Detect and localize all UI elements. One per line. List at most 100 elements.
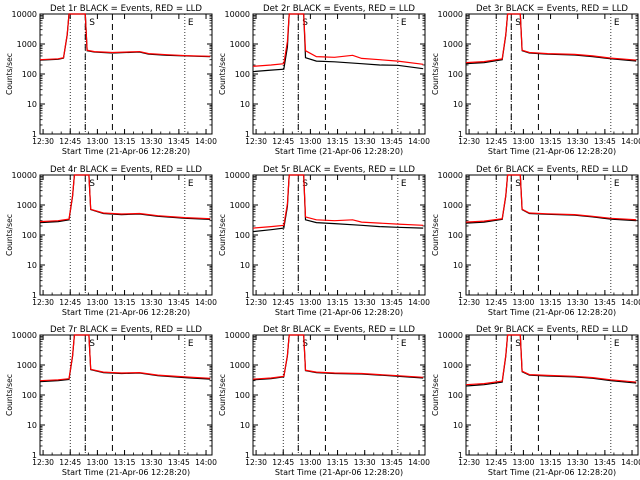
y-tick-label: 1000 [443, 40, 463, 49]
x-tick-label: 14:00 [195, 137, 217, 146]
y-tick-label: 100 [22, 231, 37, 240]
panel-title: Det 3r BLACK = Events, RED = LLD [476, 4, 628, 14]
y-tick-label: 1000 [230, 40, 250, 49]
start-marker: S [302, 18, 308, 28]
x-tick-label: 13:30 [141, 137, 163, 146]
x-tick-label: 13:00 [512, 298, 534, 307]
y-tick-label: 1000 [17, 361, 37, 370]
panel-title: Det 2r BLACK = Events, RED = LLD [263, 4, 415, 14]
events-series-line [252, 13, 424, 73]
events-series-line [252, 174, 424, 233]
detector-panel-4: 1 10 100 1000 10000 12:30 12:45 13:00 13:15 13:30… [5, 165, 217, 317]
y-tick-label: 10000 [12, 331, 37, 340]
panel-title: Det 6r BLACK = Events, RED = LLD [476, 165, 628, 175]
y-tick-label: 10000 [12, 10, 37, 19]
y-tick-label: 10 [27, 100, 37, 109]
x-tick-label: 13:00 [299, 137, 321, 146]
x-axis-label: Start Time (21-Apr-06 12:28:20) [488, 147, 616, 156]
x-tick-label: 13:30 [141, 298, 163, 307]
end-marker: E [614, 339, 620, 349]
plot-frame [465, 174, 639, 296]
x-tick-label: 12:30 [245, 137, 267, 146]
events-series-line [465, 334, 637, 387]
x-tick-label: 13:00 [512, 458, 534, 467]
panel-title: Det 4r BLACK = Events, RED = LLD [50, 165, 202, 175]
x-axis-label: Start Time (21-Apr-06 12:28:20) [62, 468, 190, 477]
y-axis-label: Counts/sec [218, 53, 227, 95]
y-tick-label: 10000 [438, 10, 463, 19]
x-tick-label: 13:45 [381, 298, 403, 307]
x-tick-label: 12:30 [458, 137, 480, 146]
x-tick-label: 13:15 [327, 137, 349, 146]
x-tick-label: 14:00 [408, 458, 430, 467]
y-tick-label: 10 [27, 421, 37, 430]
y-tick-label: 1 [32, 451, 37, 460]
end-marker: E [401, 339, 407, 349]
x-tick-label: 14:00 [195, 298, 217, 307]
lld-series-line [252, 174, 424, 229]
plot-frame [252, 334, 426, 456]
x-tick-label: 13:45 [594, 298, 616, 307]
x-tick-label: 13:00 [512, 137, 534, 146]
x-tick-label: 12:45 [272, 458, 294, 467]
x-tick-label: 14:00 [408, 137, 430, 146]
x-tick-label: 12:45 [59, 458, 81, 467]
y-tick-label: 10000 [225, 10, 250, 19]
x-tick-label: 13:15 [114, 298, 136, 307]
x-tick-label: 13:00 [299, 298, 321, 307]
y-tick-label: 10000 [225, 331, 250, 340]
y-axis-label: Counts/sec [431, 214, 440, 256]
detector-panel-3: 1 10 100 1000 10000 12:30 12:45 13:00 13:15 13:30… [431, 4, 640, 156]
y-tick-label: 1000 [230, 361, 250, 370]
y-tick-label: 100 [235, 231, 250, 240]
panel-title: Det 7r BLACK = Events, RED = LLD [50, 325, 202, 335]
x-axis-label: Start Time (21-Apr-06 12:28:20) [275, 468, 403, 477]
y-axis-label: Counts/sec [218, 374, 227, 416]
x-tick-label: 12:30 [458, 298, 480, 307]
y-tick-label: 1 [245, 451, 250, 460]
panel-title: Det 5r BLACK = Events, RED = LLD [263, 165, 415, 175]
end-marker: E [401, 18, 407, 28]
plot-frame [39, 174, 213, 296]
x-tick-label: 13:15 [327, 458, 349, 467]
y-tick-label: 1000 [17, 201, 37, 210]
y-tick-label: 1 [458, 130, 463, 139]
x-tick-label: 13:30 [354, 137, 376, 146]
x-tick-label: 12:45 [272, 298, 294, 307]
x-tick-label: 13:00 [86, 137, 108, 146]
panel-title: Det 9r BLACK = Events, RED = LLD [476, 325, 628, 335]
x-tick-label: 13:30 [354, 458, 376, 467]
y-tick-label: 1 [32, 291, 37, 300]
x-tick-label: 12:30 [32, 298, 54, 307]
x-axis-label: Start Time (21-Apr-06 12:28:20) [488, 308, 616, 317]
lld-series-line [465, 13, 637, 64]
lld-series-line [39, 174, 211, 223]
lld-series-line [39, 334, 211, 382]
y-tick-label: 100 [448, 391, 463, 400]
y-tick-label: 1 [245, 291, 250, 300]
plot-frame [252, 174, 426, 296]
end-marker: E [614, 179, 620, 189]
lld-series-line [39, 13, 211, 61]
detector-panel-5: 1 10 100 1000 10000 12:30 12:45 13:00 13:15 13:30… [218, 165, 430, 317]
lld-series-line [465, 334, 637, 386]
y-axis-label: Counts/sec [431, 374, 440, 416]
x-tick-label: 13:45 [168, 458, 190, 467]
x-tick-label: 12:45 [485, 458, 507, 467]
x-tick-label: 13:15 [540, 458, 562, 467]
lld-series-line [252, 334, 424, 380]
x-tick-label: 13:45 [168, 298, 190, 307]
lld-series-line [465, 174, 637, 223]
x-tick-label: 14:00 [621, 458, 640, 467]
y-tick-label: 10 [240, 421, 250, 430]
y-tick-label: 10000 [225, 171, 250, 180]
x-tick-label: 12:30 [245, 298, 267, 307]
x-tick-label: 12:45 [485, 137, 507, 146]
x-tick-label: 12:45 [272, 137, 294, 146]
y-tick-label: 1000 [443, 201, 463, 210]
y-tick-label: 10 [240, 100, 250, 109]
x-tick-label: 13:30 [141, 458, 163, 467]
x-axis-label: Start Time (21-Apr-06 12:28:20) [62, 147, 190, 156]
y-tick-label: 1 [458, 451, 463, 460]
